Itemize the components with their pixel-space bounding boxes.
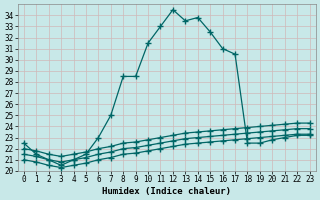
X-axis label: Humidex (Indice chaleur): Humidex (Indice chaleur) bbox=[102, 187, 231, 196]
